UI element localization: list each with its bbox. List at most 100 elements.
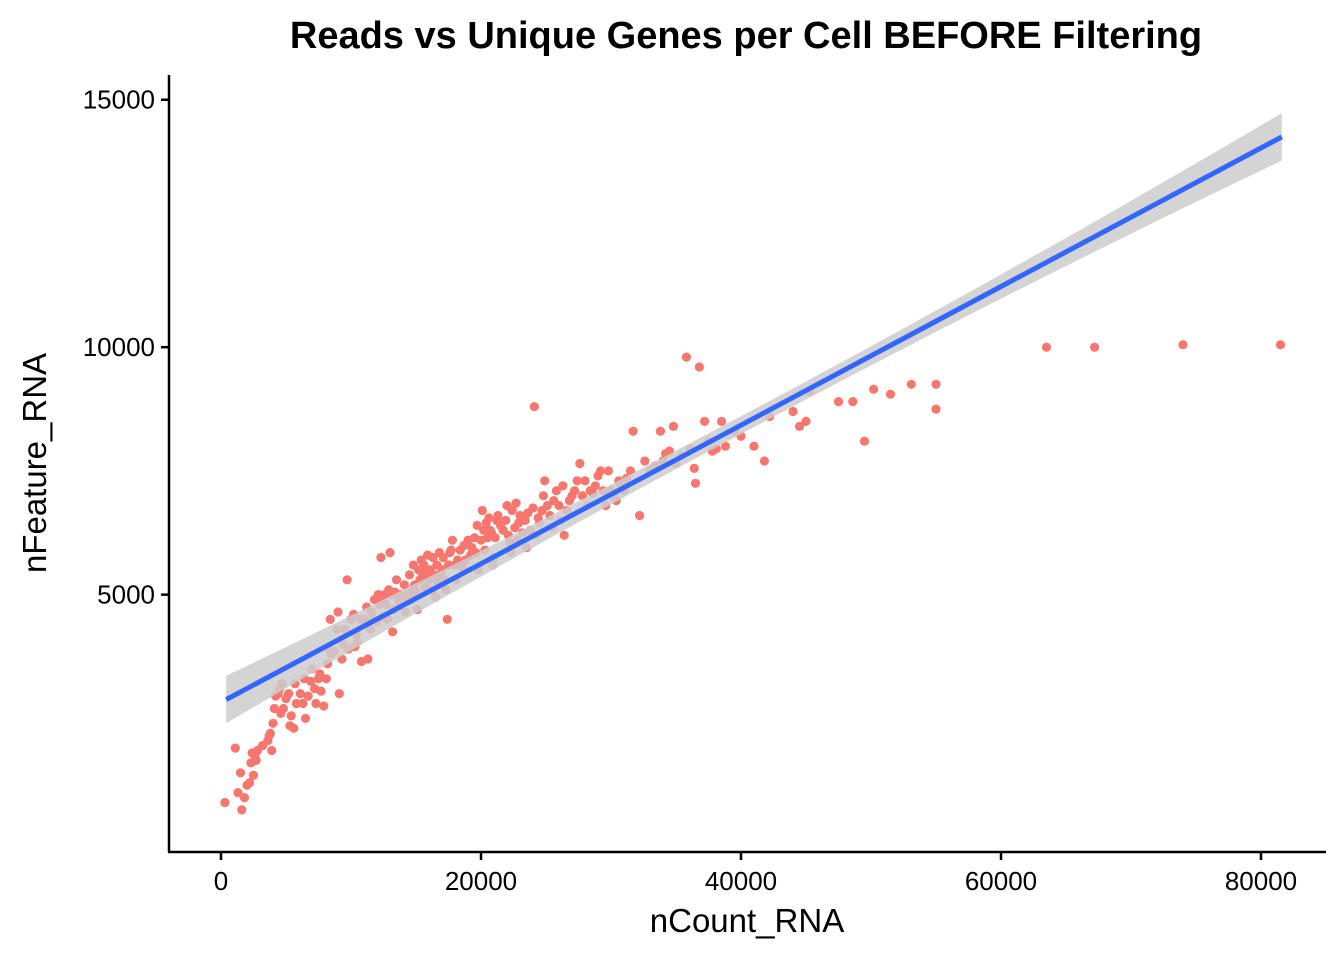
data-point: [251, 755, 261, 766]
data-point: [300, 713, 311, 724]
data-point: [438, 552, 448, 563]
y-tick-label: 10000: [83, 332, 155, 362]
data-point: [528, 503, 538, 513]
data-point: [333, 607, 343, 617]
data-point: [640, 456, 650, 466]
data-point: [575, 458, 585, 469]
data-point: [596, 466, 606, 476]
data-point: [577, 491, 588, 501]
data-point: [399, 580, 409, 590]
data-point: [690, 478, 701, 488]
data-point: [268, 718, 278, 728]
plot-area: [220, 113, 1286, 815]
data-point: [689, 463, 699, 473]
data-point: [859, 436, 870, 446]
data-point: [419, 560, 429, 570]
data-point: [404, 570, 415, 580]
data-point: [278, 703, 288, 714]
y-tick-label: 5000: [97, 580, 155, 610]
data-point: [269, 703, 279, 714]
data-point: [906, 379, 916, 389]
data-point: [303, 691, 313, 701]
data-point: [603, 466, 614, 476]
data-point: [511, 498, 521, 508]
data-point: [869, 384, 879, 394]
data-point: [931, 379, 941, 389]
data-point: [794, 421, 805, 431]
data-point: [325, 614, 335, 625]
data-point: [628, 426, 638, 436]
data-point: [265, 728, 275, 738]
data-point: [554, 501, 564, 511]
data-point: [931, 404, 941, 414]
x-axis-ticks: 0 20000 40000 60000 80000: [214, 852, 1297, 896]
data-point: [237, 805, 247, 815]
data-point: [289, 723, 299, 733]
data-point: [428, 552, 438, 563]
data-point: [235, 768, 246, 778]
data-point: [291, 698, 301, 709]
data-point: [286, 711, 296, 721]
data-point: [311, 698, 321, 709]
data-point: [315, 669, 325, 679]
data-point: [363, 654, 373, 664]
data-point: [230, 743, 240, 753]
data-point: [501, 515, 511, 526]
data-point: [334, 689, 344, 699]
data-point: [1041, 342, 1052, 352]
data-point: [655, 426, 666, 436]
data-point: [385, 548, 395, 558]
x-tick-label: 80000: [1225, 866, 1297, 896]
y-tick-label: 15000: [83, 85, 155, 115]
data-point: [529, 402, 539, 412]
data-point: [833, 397, 844, 407]
data-point: [284, 689, 294, 699]
data-point: [239, 793, 249, 803]
data-point: [442, 614, 452, 625]
data-point: [590, 481, 601, 491]
data-point: [749, 441, 759, 451]
data-point: [788, 406, 798, 417]
x-tick-label: 20000: [445, 866, 517, 896]
data-point: [694, 362, 705, 372]
data-point: [716, 416, 727, 426]
data-point: [538, 491, 549, 501]
data-point: [447, 535, 457, 545]
data-point: [316, 686, 326, 696]
data-point: [220, 797, 230, 808]
data-point: [551, 486, 562, 496]
data-point: [681, 352, 692, 362]
data-point: [885, 389, 896, 399]
data-point: [490, 533, 500, 543]
data-point: [376, 552, 386, 563]
data-point: [720, 441, 731, 451]
data-point: [1275, 340, 1286, 350]
data-point: [635, 510, 645, 521]
data-point: [570, 486, 580, 496]
data-point: [759, 456, 770, 466]
chart-title: Reads vs Unique Genes per Cell BEFORE Fi…: [290, 15, 1202, 57]
data-point: [298, 698, 308, 709]
data-point: [342, 575, 352, 585]
data-point: [233, 788, 243, 798]
data-point: [572, 476, 582, 486]
data-point: [248, 770, 259, 780]
data-point: [479, 525, 489, 535]
regression-line: [225, 134, 1283, 702]
data-point: [477, 505, 487, 516]
data-point: [520, 515, 530, 526]
data-point: [580, 476, 590, 486]
data-point: [484, 513, 494, 523]
data-point: [542, 501, 552, 511]
data-point: [295, 689, 305, 699]
data-point: [472, 520, 482, 531]
data-point: [540, 476, 550, 486]
data-point: [321, 674, 331, 684]
data-point: [306, 676, 316, 686]
x-tick-label: 60000: [965, 866, 1037, 896]
data-point: [391, 575, 402, 585]
x-tick-label: 40000: [705, 866, 777, 896]
y-axis-ticks: 5000 10000 15000: [83, 85, 169, 610]
data-point: [558, 481, 568, 491]
